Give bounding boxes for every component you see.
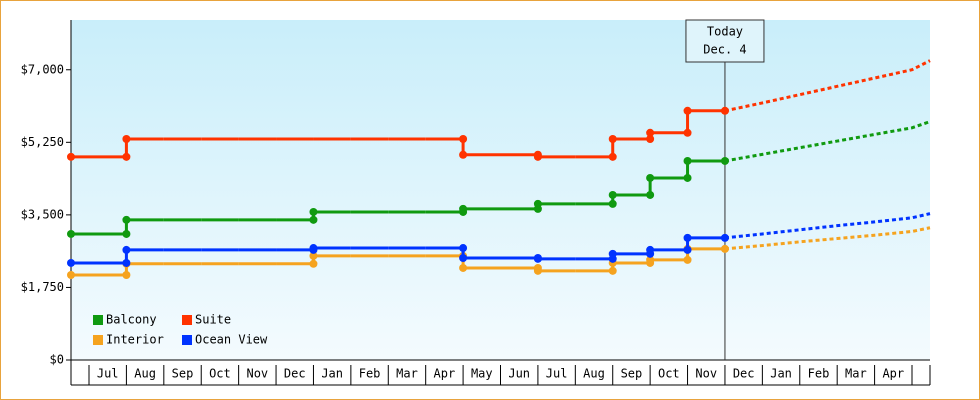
today-box [685, 19, 765, 63]
change-dot [309, 215, 318, 224]
legend-swatch [182, 335, 192, 345]
change-dot [683, 128, 692, 137]
x-tick-label: Nov [246, 367, 268, 381]
change-dot [683, 255, 692, 264]
y-tick-label: $0 [50, 353, 64, 367]
forecast-line [724, 120, 931, 163]
x-tick-label: Sep [172, 367, 194, 381]
x-tick-label: Sep [621, 367, 643, 381]
x-tick-label: Oct [658, 367, 680, 381]
x-tick-label: Feb [808, 367, 830, 381]
change-dot [122, 229, 131, 238]
change-dot [459, 244, 468, 253]
change-dot [459, 135, 468, 143]
forecast-line [724, 59, 931, 113]
change-dot [646, 190, 655, 199]
x-tick-label: Mar [845, 367, 867, 381]
x-tick-label: Apr [882, 367, 904, 381]
change-dot [608, 152, 617, 161]
x-tick-label: Jan [321, 367, 343, 381]
change-dot [122, 271, 131, 279]
x-tick-label: Oct [209, 367, 231, 381]
x-tick-label: Aug [583, 367, 605, 381]
forecast-line [724, 212, 931, 240]
x-tick-label: Aug [134, 367, 156, 381]
x-tick-label: Jan [770, 367, 792, 381]
x-tick-label: Nov [695, 367, 717, 381]
legend-label: Balcony [106, 313, 157, 327]
end-dot [67, 258, 75, 267]
end-dot [67, 271, 75, 279]
x-tick-label: Dec [284, 367, 306, 381]
y-tick-label: $3,500 [21, 207, 64, 221]
end-dot [720, 156, 729, 165]
x-tick-label: Apr [434, 367, 456, 381]
change-dot [122, 258, 131, 267]
end-dot [720, 233, 729, 242]
change-dot [122, 152, 131, 161]
y-tick-label: $1,750 [21, 280, 64, 294]
change-dot [608, 266, 617, 275]
legend-swatch [182, 315, 192, 325]
change-dot [683, 245, 692, 254]
end-dot [720, 106, 729, 115]
change-dot [646, 135, 655, 143]
forecast-line [724, 226, 931, 251]
change-dot [309, 259, 318, 268]
legend-label: Ocean View [195, 333, 268, 347]
change-dot [683, 173, 692, 182]
x-tick-label: Mar [396, 367, 418, 381]
legend-swatch [93, 335, 103, 345]
end-dot [67, 152, 75, 161]
today-label: Today [707, 25, 743, 39]
legend-label: Suite [195, 313, 231, 327]
y-tick-label: $7,000 [21, 62, 64, 76]
legend-label: Interior [106, 333, 164, 347]
y-tick-label: $5,250 [21, 135, 64, 149]
x-tick-label: Jun [508, 367, 530, 381]
x-tick-label: Jul [97, 367, 119, 381]
legend-swatch [93, 315, 103, 325]
end-dot [67, 229, 75, 238]
x-tick-label: Jul [546, 367, 568, 381]
plot-area [71, 20, 930, 360]
change-dot [608, 199, 617, 208]
x-tick-label: Feb [359, 367, 381, 381]
end-dot [720, 244, 729, 253]
layer: $0 $1,750 $3,500 $5,250 $7,000 Jul Aug Sep Oct No… [21, 19, 931, 386]
x-tick-label: Dec [733, 367, 755, 381]
x-tick-label: May [471, 367, 493, 381]
today-date: Dec. 4 [703, 43, 746, 57]
